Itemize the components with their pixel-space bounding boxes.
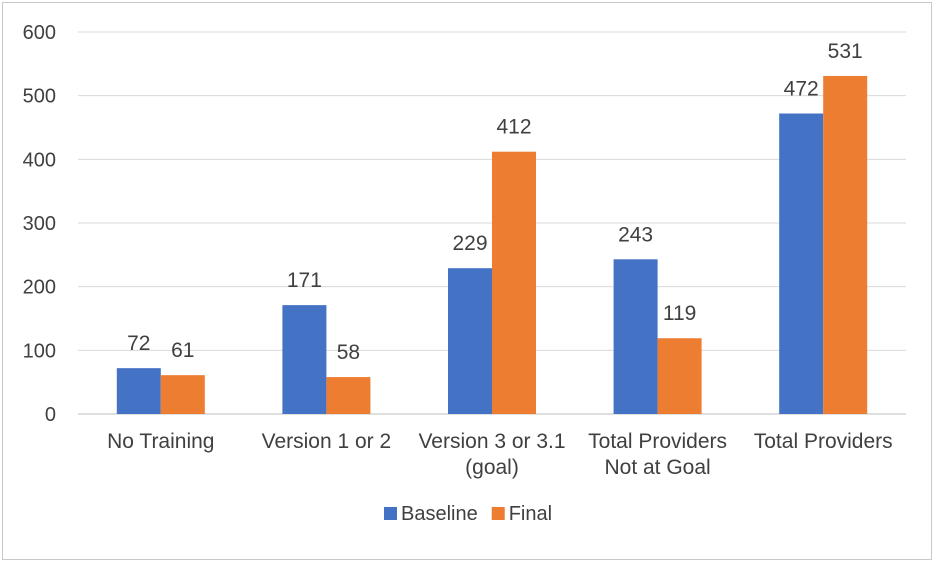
x-category-label: Version 3 or 3.1	[418, 430, 565, 453]
data-label: 229	[452, 232, 487, 255]
y-tick-label: 0	[45, 404, 56, 426]
data-label: 472	[784, 77, 819, 100]
y-tick-label: 600	[23, 22, 56, 44]
bar-baseline	[282, 305, 327, 414]
bar-baseline	[613, 259, 658, 414]
data-label: 171	[287, 269, 322, 292]
y-tick-label: 500	[23, 86, 56, 108]
x-category-label: Not at Goal	[604, 456, 710, 479]
y-tick-label: 300	[23, 213, 56, 235]
x-category-label: Total Providers	[754, 430, 893, 453]
bar-final	[326, 377, 371, 414]
data-label: 61	[171, 339, 194, 362]
data-label: 412	[496, 116, 531, 139]
data-label: 243	[618, 223, 653, 246]
bar-baseline	[448, 268, 492, 414]
bar-final	[657, 338, 702, 414]
bar-baseline	[779, 113, 824, 414]
data-label: 72	[127, 332, 150, 355]
legend-swatch-baseline	[384, 507, 397, 520]
x-category-label: Version 1 or 2	[262, 430, 392, 453]
data-label: 531	[828, 40, 863, 63]
legend-label: Final	[509, 503, 552, 525]
data-label: 58	[337, 341, 360, 364]
bar-final	[823, 75, 868, 415]
legend-label: Baseline	[401, 503, 478, 525]
y-tick-label: 200	[23, 277, 56, 299]
data-label: 119	[663, 302, 696, 325]
bar-final	[160, 375, 205, 414]
y-tick-label: 100	[23, 340, 56, 362]
y-tick-label: 400	[23, 149, 56, 171]
legend-swatch-final	[491, 507, 505, 520]
x-category-label: (goal)	[465, 456, 519, 479]
x-category-label: No Training	[107, 430, 214, 453]
x-category-label: Total Providers	[588, 430, 727, 453]
bar-final	[492, 151, 536, 414]
bar-baseline	[116, 368, 161, 414]
